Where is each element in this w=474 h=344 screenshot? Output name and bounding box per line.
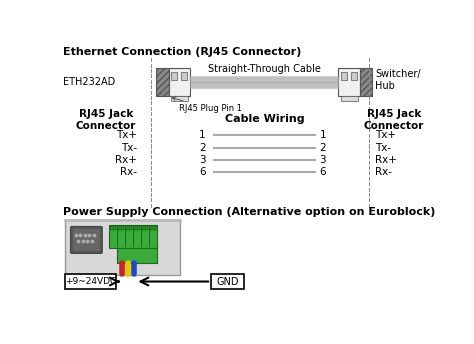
Bar: [171, 96, 188, 100]
Text: GND: GND: [216, 277, 239, 287]
Text: 3: 3: [319, 155, 326, 165]
Text: 6: 6: [199, 167, 206, 177]
Text: Rx-: Rx-: [375, 167, 392, 177]
Bar: [181, 72, 187, 80]
Text: Rx+: Rx+: [115, 155, 137, 165]
Text: +9~24VDC: +9~24VDC: [65, 277, 116, 286]
Bar: [65, 220, 180, 275]
Text: RJ45 Jack
Connector: RJ45 Jack Connector: [364, 109, 424, 131]
Text: Cable Wiring: Cable Wiring: [225, 115, 304, 125]
Text: 1: 1: [199, 130, 206, 140]
Bar: [211, 274, 244, 289]
Text: Tx-: Tx-: [120, 142, 137, 152]
Bar: [171, 72, 177, 80]
Bar: [118, 226, 124, 230]
FancyBboxPatch shape: [73, 228, 100, 251]
Bar: [142, 226, 148, 230]
Text: Rx-: Rx-: [120, 167, 137, 177]
Text: 6: 6: [319, 167, 326, 177]
Text: 1: 1: [319, 130, 326, 140]
Text: Ethernet Connection (RJ45 Connector): Ethernet Connection (RJ45 Connector): [63, 47, 301, 57]
Text: RJ45 Jack
Connector: RJ45 Jack Connector: [75, 109, 136, 131]
Text: Tx+: Tx+: [375, 130, 396, 140]
Bar: [65, 274, 116, 289]
Bar: [134, 226, 140, 230]
Text: ETH232AD: ETH232AD: [63, 77, 115, 87]
Text: Tx-: Tx-: [375, 142, 392, 152]
Bar: [351, 72, 357, 80]
Text: Tx+: Tx+: [116, 130, 137, 140]
Bar: [169, 68, 190, 96]
Bar: [150, 226, 156, 230]
Bar: [109, 225, 157, 248]
Text: Straight-Through Cable: Straight-Through Cable: [208, 64, 321, 74]
Bar: [110, 226, 116, 230]
Bar: [341, 96, 357, 100]
FancyBboxPatch shape: [71, 226, 102, 254]
Text: Power Supply Connection (Alternative option on Euroblock): Power Supply Connection (Alternative opt…: [63, 207, 436, 217]
Text: 3: 3: [199, 155, 206, 165]
Text: 2: 2: [199, 142, 206, 152]
Text: RJ45 Plug Pin 1: RJ45 Plug Pin 1: [172, 97, 242, 114]
Bar: [360, 68, 373, 96]
Text: Rx+: Rx+: [375, 155, 397, 165]
Bar: [126, 226, 132, 230]
Text: 2: 2: [319, 142, 326, 152]
Text: Switcher/
Hub: Switcher/ Hub: [375, 68, 421, 91]
Bar: [117, 248, 157, 263]
Bar: [338, 68, 360, 96]
Bar: [341, 72, 347, 80]
Bar: [156, 68, 169, 96]
